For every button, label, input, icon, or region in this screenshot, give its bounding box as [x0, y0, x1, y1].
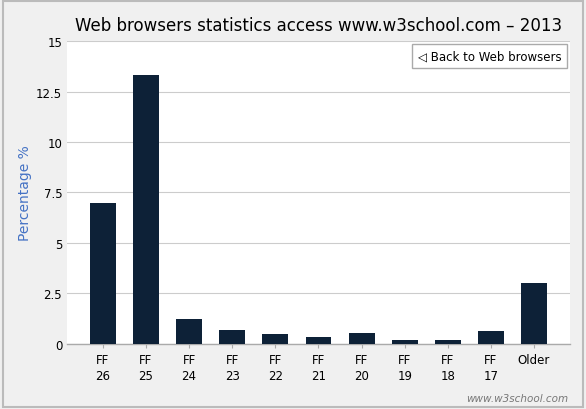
Bar [263, 334, 288, 344]
Y-axis label: Percentage %: Percentage % [18, 145, 32, 241]
Text: www.w3school.com: www.w3school.com [466, 393, 568, 403]
Bar [521, 283, 547, 344]
Bar [133, 76, 159, 344]
Bar [435, 340, 461, 344]
Title: Web browsers statistics access www.w3school.com – 2013: Web browsers statistics access www.w3sch… [75, 17, 562, 35]
Text: ◁ Back to Web browsers: ◁ Back to Web browsers [418, 50, 561, 63]
Bar [478, 331, 504, 344]
Bar [90, 203, 116, 344]
Bar [349, 333, 374, 344]
Bar [176, 320, 202, 344]
Bar [219, 330, 245, 344]
Bar [392, 340, 418, 344]
Bar [305, 337, 332, 344]
